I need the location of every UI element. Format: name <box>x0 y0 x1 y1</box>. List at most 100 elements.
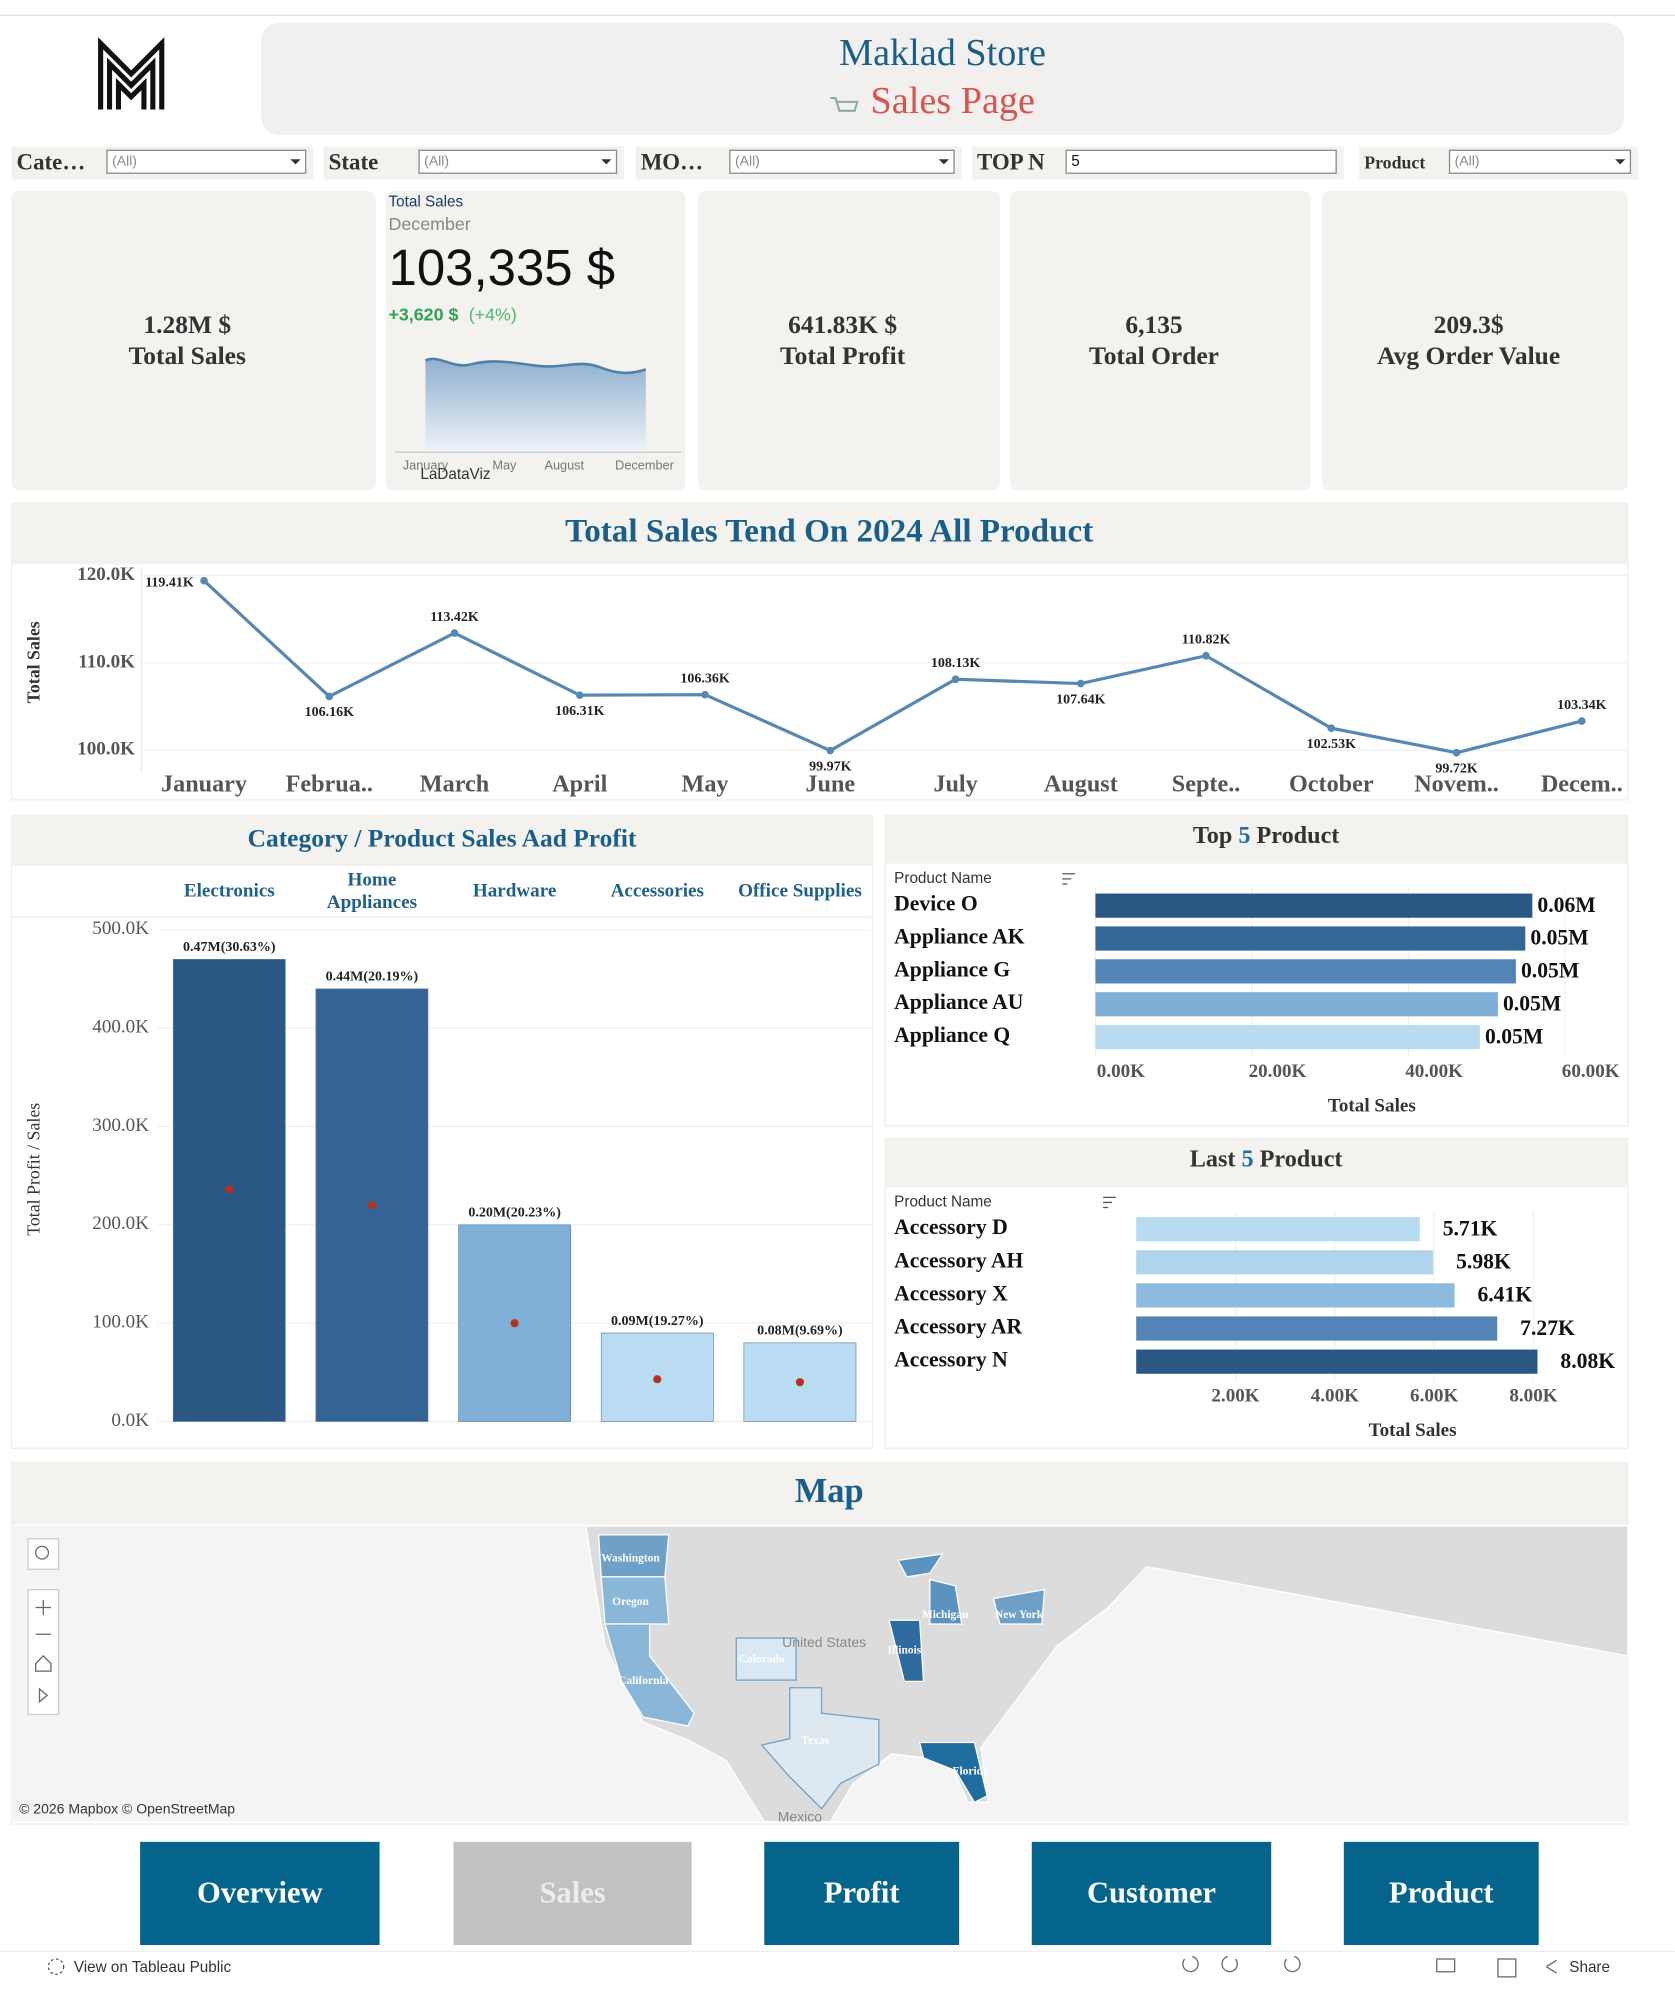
spark-change-pct: (+4%) <box>469 305 517 325</box>
bar <box>1136 1316 1498 1341</box>
title-part: Top <box>1193 821 1232 848</box>
map-state <box>888 1619 925 1683</box>
filter-label: State <box>329 150 379 175</box>
spark-value: 103,335 $ <box>388 239 615 296</box>
bar <box>1136 1283 1455 1308</box>
spark-change: +3,620 $ <box>388 305 458 325</box>
nav-button[interactable] <box>140 1841 380 1946</box>
tableau-icon <box>47 1958 65 1975</box>
data-label: 0.05M <box>1503 991 1561 1015</box>
toolbar-icons[interactable] <box>1182 1955 1557 1978</box>
spark-title: Total Sales <box>388 194 463 211</box>
filter-input[interactable] <box>1448 149 1632 174</box>
bar <box>1136 1349 1538 1374</box>
map-state <box>760 1687 880 1810</box>
x-tick-label: October <box>1289 770 1374 797</box>
filter-input[interactable] <box>1065 149 1337 174</box>
x-tick-label: January <box>161 770 247 797</box>
chart-title: Category / Product Sales Aad Profit <box>248 824 637 853</box>
chart-title: Last 5 Product <box>1190 1145 1343 1172</box>
y-tick-label: 300.0K <box>92 1115 149 1136</box>
chart-title: Top 5 Product <box>1193 821 1340 848</box>
filter-label: Product <box>1364 152 1425 172</box>
data-point <box>826 746 835 755</box>
map <box>12 1525 1629 1823</box>
y-tick-label: 0.0K <box>111 1410 149 1431</box>
row-label: Accessory D <box>894 1215 1008 1239</box>
data-point <box>1076 679 1085 688</box>
x-tick-label: June <box>805 770 855 797</box>
dropdown-arrow <box>1615 159 1626 165</box>
y-axis-title: Total Sales <box>24 621 44 703</box>
nav-button[interactable] <box>764 1841 960 1946</box>
y-tick-label: 400.0K <box>92 1017 149 1038</box>
profit-dot <box>795 1378 804 1387</box>
x-tick-label: 8.00K <box>1509 1386 1557 1407</box>
panel-header <box>11 1462 1628 1525</box>
map-state <box>600 1576 670 1625</box>
search-icon <box>35 1545 50 1560</box>
state-label: New York <box>995 1609 1044 1621</box>
kpi-value: 1.28M $ <box>143 310 231 339</box>
nav-button[interactable] <box>453 1841 692 1946</box>
data-point <box>1577 717 1586 725</box>
x-tick-label: Februa.. <box>286 770 373 797</box>
row-label: Accessory AR <box>894 1315 1022 1339</box>
nav-button[interactable] <box>1343 1841 1539 1946</box>
profit-dot <box>225 1185 234 1194</box>
category-header: Accessories <box>611 881 704 901</box>
row-label: Appliance Q <box>894 1023 1010 1047</box>
filter-input[interactable] <box>729 149 955 174</box>
data-label: 99.72K <box>1435 762 1478 777</box>
nav-label: Product <box>1389 1875 1495 1909</box>
filter-input[interactable] <box>418 149 618 174</box>
kpi-value: 209.3$ <box>1434 310 1504 339</box>
panel-header <box>885 815 1628 864</box>
nav-button[interactable] <box>1031 1841 1272 1946</box>
map-search[interactable] <box>27 1538 60 1570</box>
footer-link[interactable]: View on Tableau Public <box>74 1959 232 1976</box>
data-point <box>951 675 960 684</box>
category-label: Electronics <box>183 881 275 902</box>
filter-input[interactable] <box>106 149 307 174</box>
sort-icon[interactable] <box>1103 1196 1116 1209</box>
row-label: Device O <box>894 892 978 916</box>
bar <box>1095 926 1526 951</box>
filter-label: MO… <box>641 150 703 175</box>
kpi-card <box>11 191 376 491</box>
data-label: 5.98K <box>1456 1250 1511 1274</box>
filter-value: (All) <box>112 152 137 168</box>
x-tick-label: 60.00K <box>1562 1061 1620 1082</box>
title-part: 5 <box>1238 821 1250 848</box>
data-label: 0.20M(20.23%) <box>468 1206 561 1221</box>
data-point <box>200 576 208 585</box>
header-title: Maklad Store <box>839 32 1046 74</box>
state-label: California <box>618 1675 669 1687</box>
map-state <box>929 1578 963 1625</box>
y-tick-label: 120.0K <box>77 564 135 585</box>
data-point <box>450 629 459 637</box>
profit-dot <box>367 1201 377 1210</box>
data-label: 110.82K <box>1182 633 1231 648</box>
kpi-card <box>1010 191 1311 491</box>
map-state <box>918 1741 988 1804</box>
x-tick-label: 4.00K <box>1311 1386 1359 1407</box>
spark-period: December <box>388 214 470 234</box>
kpi-label: Avg Order Value <box>1377 341 1560 370</box>
state-label: Washington <box>601 1553 660 1565</box>
bar <box>1136 1250 1434 1275</box>
filter-value: (All) <box>424 152 449 168</box>
map-control-icons <box>35 1599 52 1704</box>
sort-icon[interactable] <box>1062 873 1076 885</box>
y-tick-label: 110.0K <box>78 651 135 672</box>
profit-dot <box>510 1319 519 1328</box>
kpi-value: 6,135 <box>1125 310 1182 339</box>
panel-header <box>885 1138 1628 1188</box>
state-label: Michigan <box>922 1609 969 1621</box>
share-button[interactable]: Share <box>1569 1959 1610 1976</box>
country-label: Mexico <box>778 1808 823 1824</box>
header-subtitle: Sales Page <box>871 80 1035 122</box>
x-tick-label: March <box>420 770 490 797</box>
category-header: Home Appliances <box>327 870 417 913</box>
data-label: 108.13K <box>931 656 981 671</box>
